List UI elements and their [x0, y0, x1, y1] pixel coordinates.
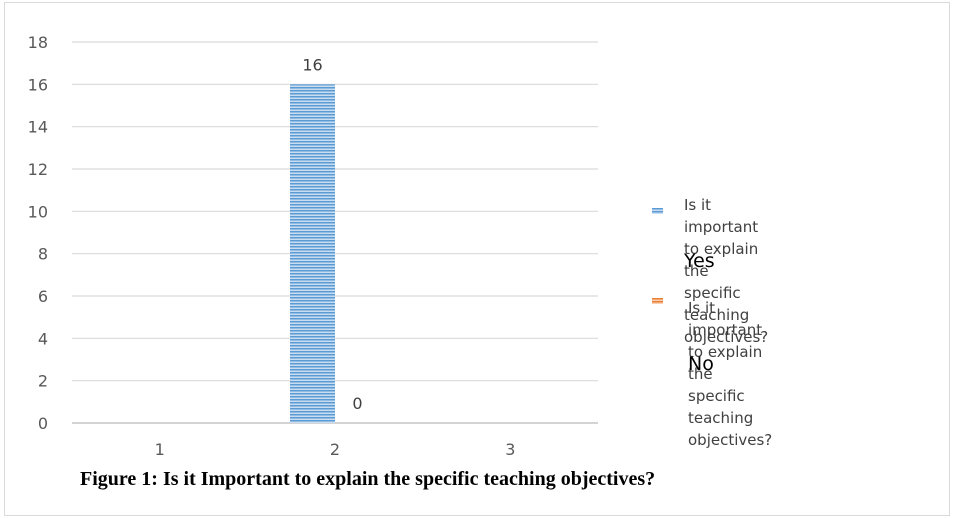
chart-frame	[4, 2, 950, 516]
data-label: 16	[302, 55, 322, 74]
legend-swatch-no	[652, 298, 663, 304]
legend-answer-yes: Yes	[684, 250, 715, 272]
x-tick-label: 2	[330, 440, 340, 459]
y-tick-label: 16	[28, 75, 48, 94]
legend-swatch-yes	[652, 208, 663, 214]
bar-yes-2	[290, 84, 335, 423]
y-tick-label: 0	[38, 414, 48, 433]
y-tick-label: 14	[28, 118, 48, 137]
figure-caption: Figure 1: Is it Important to explain the…	[80, 468, 656, 490]
y-tick-label: 6	[38, 287, 48, 306]
legend-label-yes: Is it important to explain the specific …	[684, 196, 769, 346]
x-tick-label: 1	[155, 440, 165, 459]
data-label: 0	[352, 394, 362, 413]
y-tick-label: 18	[28, 33, 48, 52]
legend-label-no: Is it important to explain the specific …	[688, 299, 773, 449]
x-tick-label: 3	[505, 440, 515, 459]
legend-answer-no: No	[688, 353, 714, 375]
y-tick-label: 2	[38, 372, 48, 391]
y-tick-label: 10	[28, 202, 48, 221]
y-tick-label: 8	[38, 245, 48, 264]
y-tick-label: 4	[38, 329, 48, 348]
y-tick-label: 12	[28, 160, 48, 179]
